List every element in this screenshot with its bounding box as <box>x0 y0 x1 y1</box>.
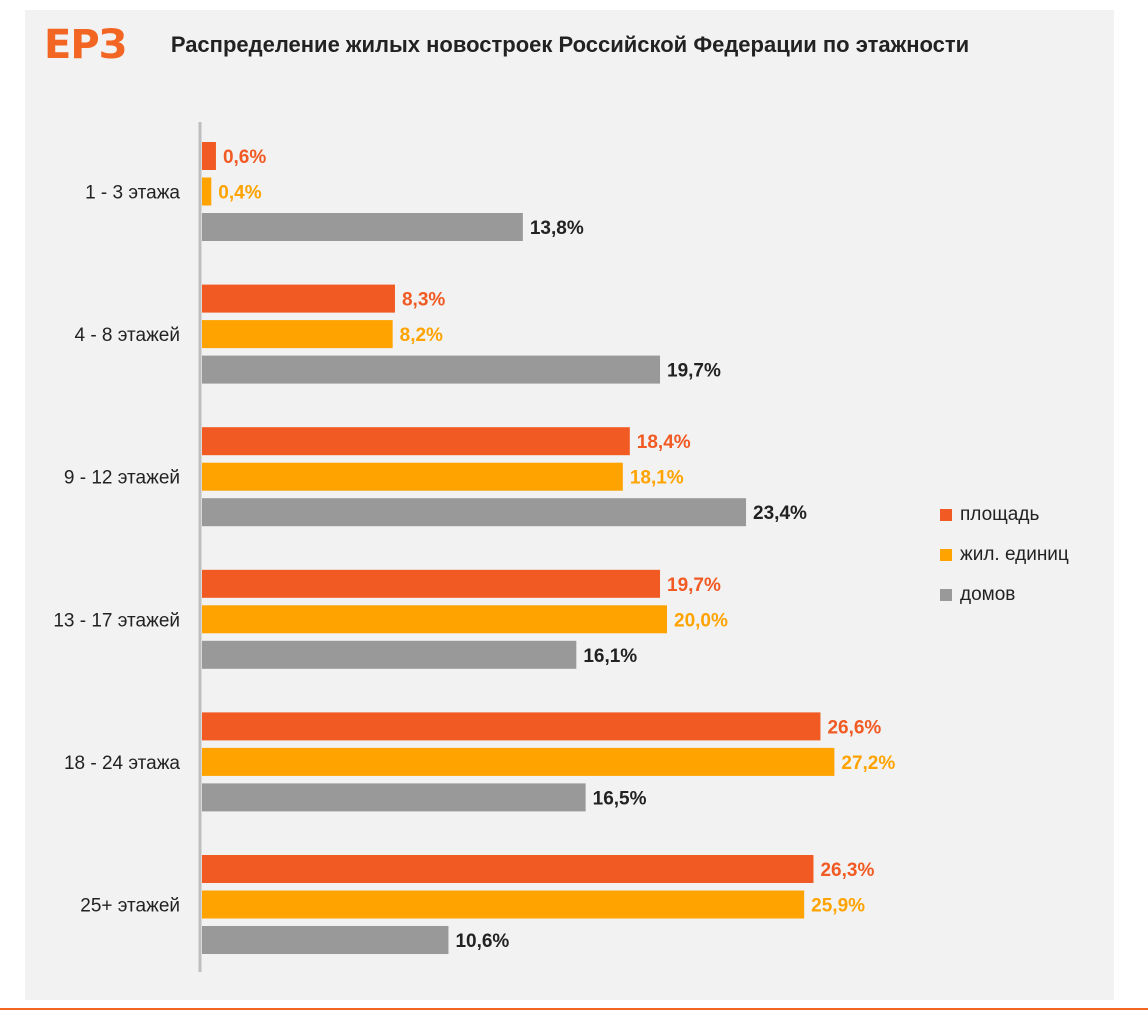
bar-units-4 <box>202 605 667 634</box>
legend-item-units: жил. единиц <box>940 535 1069 575</box>
legend-item-houses: домов <box>940 575 1069 615</box>
data-label-area-5: 26,6% <box>827 717 881 738</box>
legend-label-area: площадь <box>960 504 1040 525</box>
data-label-area-6: 26,3% <box>820 860 874 881</box>
data-label-houses-6: 10,6% <box>455 931 509 952</box>
category-label-4: 13 - 17 этажей <box>53 610 180 631</box>
bar-houses-6 <box>202 926 449 954</box>
chart-title: Распределение жилых новостроек Российско… <box>170 32 970 57</box>
data-label-units-6: 25,9% <box>811 896 865 917</box>
bar-units-1 <box>202 177 212 206</box>
data-label-area-3: 18,4% <box>637 432 691 453</box>
legend: площадь жил. единиц домов <box>940 495 1069 615</box>
category-label-5: 18 - 24 этажа <box>64 753 180 774</box>
data-label-houses-1: 13,8% <box>530 218 584 239</box>
bar-houses-1 <box>202 213 523 241</box>
data-label-units-2: 8,2% <box>400 325 443 346</box>
category-label-3: 9 - 12 этажей <box>64 468 180 489</box>
bar-units-6 <box>202 890 805 919</box>
category-label-6: 25+ этажей <box>80 896 180 917</box>
bar-area-5 <box>202 712 821 741</box>
bar-area-1 <box>202 142 216 170</box>
legend-item-area: площадь <box>940 495 1069 535</box>
data-label-houses-2: 19,7% <box>667 361 721 382</box>
bottom-divider <box>0 1008 1148 1010</box>
legend-label-units: жил. единиц <box>960 544 1069 565</box>
data-label-units-1: 0,4% <box>218 183 261 204</box>
bar-area-4 <box>202 569 661 598</box>
legend-swatch-houses <box>940 589 952 601</box>
legend-label-houses: домов <box>960 584 1016 605</box>
bar-area-3 <box>202 427 630 456</box>
data-label-units-5: 27,2% <box>841 753 895 774</box>
category-label-2: 4 - 8 этажей <box>74 325 180 346</box>
data-label-area-4: 19,7% <box>667 575 721 596</box>
legend-swatch-area <box>940 509 952 521</box>
category-label-1: 1 - 3 этажа <box>85 183 180 204</box>
bar-houses-2 <box>202 355 661 384</box>
bar-houses-3 <box>202 498 747 527</box>
bar-houses-5 <box>202 783 586 812</box>
erz-logo: ЕРЗ <box>44 22 127 68</box>
data-label-houses-4: 16,1% <box>583 646 637 667</box>
data-label-units-3: 18,1% <box>630 468 684 489</box>
bar-area-2 <box>202 284 395 313</box>
bar-area-6 <box>202 855 814 883</box>
legend-swatch-units <box>940 549 952 561</box>
data-label-houses-5: 16,5% <box>593 788 647 809</box>
bar-units-3 <box>202 462 623 491</box>
data-label-area-2: 8,3% <box>402 290 445 311</box>
data-label-units-4: 20,0% <box>674 610 728 631</box>
bar-units-2 <box>202 320 393 349</box>
data-label-area-1: 0,6% <box>223 147 266 168</box>
data-label-houses-3: 23,4% <box>753 503 807 524</box>
bar-houses-4 <box>202 640 577 669</box>
bar-units-5 <box>202 747 835 776</box>
